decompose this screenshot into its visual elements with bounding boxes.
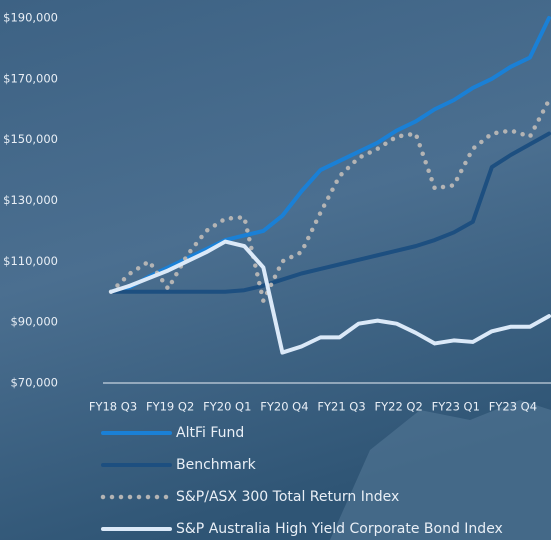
x-tick-label: FY22 Q2: [375, 400, 423, 414]
legend-label: Benchmark: [176, 457, 257, 473]
x-tick-label: FY20 Q1: [203, 400, 251, 414]
y-tick-label: $170,000: [3, 71, 58, 85]
y-tick-label: $90,000: [10, 315, 58, 329]
chart: $70,000 $90,000 $110,000 $130,000 $150,000 $1…: [0, 0, 551, 540]
x-tick-label: FY23 Q4: [489, 400, 537, 414]
x-tick-label: FY19 Q2: [146, 400, 194, 414]
x-tick-label: FY21 Q3: [317, 400, 365, 414]
legend-label: S&P/ASX 300 Total Return Index: [176, 489, 399, 505]
y-tick-label: $70,000: [10, 376, 58, 390]
y-tick-label: $190,000: [3, 11, 58, 25]
y-tick-label: $150,000: [3, 132, 58, 146]
y-tick-label: $130,000: [3, 193, 58, 207]
x-tick-label: FY23 Q1: [432, 400, 480, 414]
legend-label: AltFi Fund: [176, 425, 244, 441]
x-tick-label: FY20 Q4: [260, 400, 308, 414]
y-tick-label: $110,000: [3, 254, 58, 268]
x-tick-label: FY18 Q3: [89, 400, 137, 414]
legend-label: S&P Australia High Yield Corporate Bond …: [176, 521, 503, 537]
